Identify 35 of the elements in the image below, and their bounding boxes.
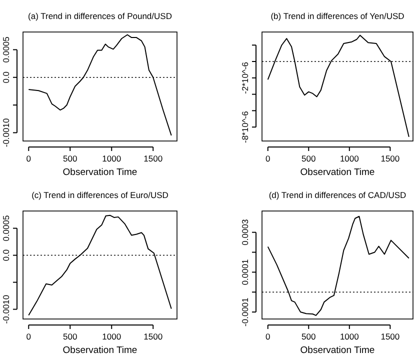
x-tick-label: 0 [266,332,271,342]
x-tick-label: 1500 [144,332,163,342]
x-tick-label: 1000 [340,332,360,342]
y-tick-label: 0.0 [1,71,11,84]
chart-title: (b) Trend in differences of Yen/USD [270,11,404,21]
x-tick-label: 500 [63,154,78,164]
chart-title: (a) Trend in differences of Pound/USD [28,11,172,21]
x-tick-label: 1500 [380,332,400,342]
x-tick-label: 0 [266,154,271,164]
x-tick-label: 500 [63,332,78,342]
x-tick-label: 1500 [144,154,163,164]
y-tick-label: -8*10^-6 [240,110,250,144]
y-tick-label: 0.0 [1,249,11,262]
x-axis-title: Observation Time [62,167,138,178]
y-tick-label: 0.0003 [240,219,250,246]
chart-title: (c) Trend in differences of Euro/USD [32,190,168,200]
x-axis-title: Observation Time [62,345,138,356]
x-tick-label: 1000 [340,154,360,164]
x-axis-title: Observation Time [300,345,375,356]
x-tick-label: 500 [302,332,316,342]
x-tick-label: 1500 [380,154,400,164]
y-tick-label: 0.0005 [1,215,11,242]
x-tick-label: 0 [26,332,32,342]
chart-title: (d) Trend in differences of CAD/USD [268,190,406,200]
y-tick-label: 0.0005 [1,36,11,63]
y-tick-label: -0.0010 [1,294,11,324]
y-tick-label: -0.0010 [1,118,11,148]
y-tick-label: -0.0001 [240,297,250,326]
x-tick-label: 1000 [102,332,122,342]
x-axis-title: Observation Time [300,167,375,178]
x-tick-label: 0 [26,154,32,164]
y-tick-label: 0.0001 [240,258,250,286]
y-tick-label: -2*10^-6 [240,62,250,94]
x-tick-label: 500 [302,154,316,164]
x-tick-label: 1000 [102,154,122,164]
